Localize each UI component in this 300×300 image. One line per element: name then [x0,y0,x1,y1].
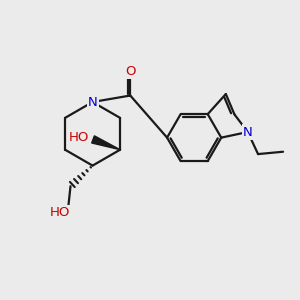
Text: HO: HO [69,130,89,143]
Text: O: O [125,65,136,78]
Text: N: N [243,125,253,139]
Text: HO: HO [50,206,70,219]
Text: N: N [88,95,98,109]
Polygon shape [92,136,120,150]
